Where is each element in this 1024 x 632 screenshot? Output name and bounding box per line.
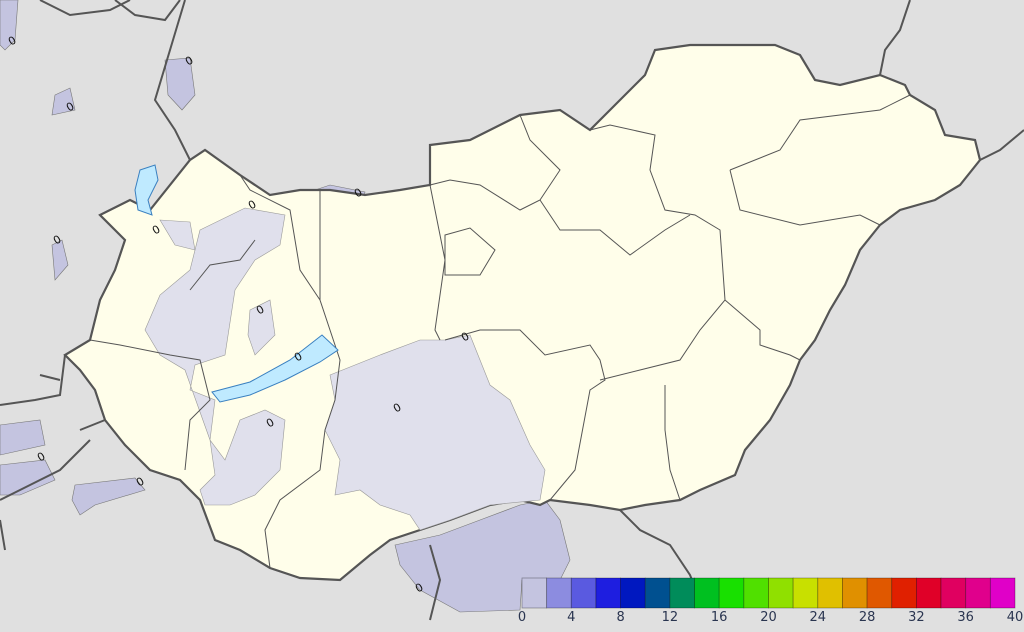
legend-tick-label: 24 <box>809 610 827 625</box>
legend-swatch <box>989 577 1016 609</box>
legend-tick-label: 0 <box>517 610 527 625</box>
legend-swatch <box>965 577 991 609</box>
legend-swatch <box>916 577 942 609</box>
legend-swatch <box>817 577 843 609</box>
legend-tick-label: 32 <box>908 610 925 625</box>
precip-area <box>164 57 196 111</box>
lake-neusiedl <box>134 164 159 216</box>
legend-swatch <box>521 577 548 609</box>
precip-area <box>51 239 69 281</box>
legend-swatch <box>644 577 671 609</box>
legend-swatch <box>595 577 622 609</box>
legend-swatch <box>694 577 720 609</box>
legend-swatch <box>842 577 868 609</box>
legend-tick-label: 36 <box>957 610 974 625</box>
legend-swatch <box>866 577 893 609</box>
legend-swatch <box>546 577 572 609</box>
legend-tick-label: 16 <box>710 610 728 625</box>
legend-tick-label: 12 <box>661 610 679 625</box>
legend-tick-label: 4 <box>567 610 576 625</box>
precip-area <box>144 207 286 506</box>
legend-swatch <box>940 577 967 609</box>
precip-area <box>0 419 46 456</box>
precip-area <box>71 477 146 516</box>
legend-tick-label: 28 <box>858 610 876 625</box>
legend-swatch <box>792 577 819 609</box>
lake-balaton <box>211 334 339 403</box>
legend-tick-label: 20 <box>760 610 777 625</box>
legend-swatch <box>570 577 597 609</box>
legend-swatch <box>620 577 646 609</box>
legend-swatch <box>768 577 794 609</box>
legend-tick-label: 40 <box>1006 610 1024 625</box>
hungary-land <box>63 43 982 582</box>
legend-swatch <box>669 577 695 609</box>
precip-area <box>324 334 546 531</box>
legend-swatch <box>891 577 917 609</box>
precip-area <box>51 87 76 116</box>
precip-area <box>0 459 56 496</box>
precip-area <box>0 0 19 51</box>
color-legend <box>521 577 1016 609</box>
legend-swatch <box>743 577 769 609</box>
precip-area <box>159 219 196 251</box>
precip-area <box>247 299 276 356</box>
legend-tick-label: 8 <box>616 610 625 625</box>
legend-swatch <box>718 577 745 609</box>
